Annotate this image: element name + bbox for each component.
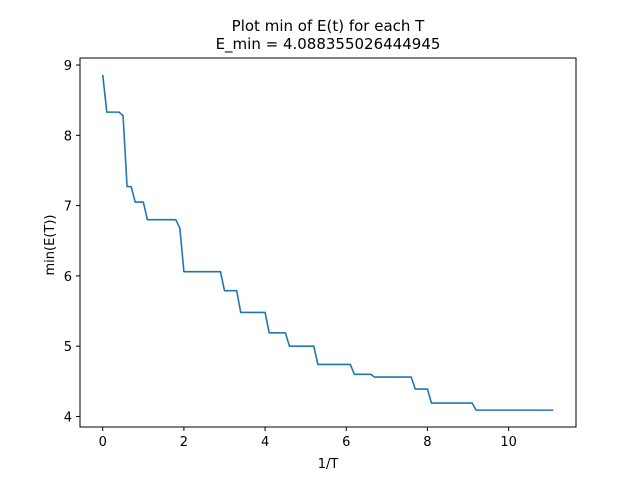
y-tick-label-5: 9 xyxy=(64,59,72,74)
plot-frame xyxy=(79,57,577,428)
x-tick-label-1: 2 xyxy=(180,435,188,450)
y-tick-label-0: 4 xyxy=(64,410,72,425)
x-tick-label-5: 10 xyxy=(500,435,517,450)
plot-area: 0 2 4 6 8 10 4 5 6 7 8 9 xyxy=(64,57,577,450)
y-tick-label-3: 7 xyxy=(64,200,72,215)
y-tick-label-4: 8 xyxy=(64,129,72,144)
x-tick-label-3: 6 xyxy=(342,435,350,450)
y-axis-label: min(E(T)) xyxy=(43,215,58,276)
x-tick-label-4: 8 xyxy=(423,435,431,450)
x-axis-label: 1/T xyxy=(318,457,339,472)
chart-subtitle: E_min = 4.088355026444945 xyxy=(216,35,441,54)
chart-title: Plot min of E(t) for each T xyxy=(232,17,425,35)
y-tick-label-2: 6 xyxy=(64,270,72,285)
y-tick-label-1: 5 xyxy=(64,340,72,355)
series-line-0 xyxy=(101,74,554,411)
x-tick-label-0: 0 xyxy=(99,435,107,450)
x-tick-label-2: 4 xyxy=(261,435,269,450)
